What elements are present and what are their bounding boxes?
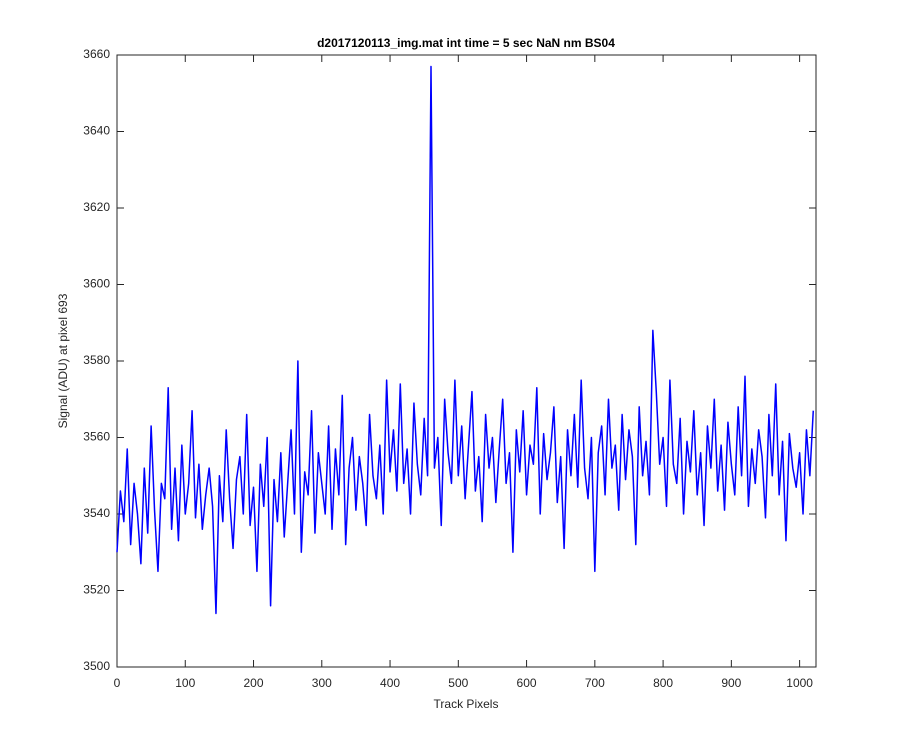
x-tick-label: 1000	[786, 676, 813, 690]
chart-title: d2017120113_img.mat int time = 5 sec NaN…	[317, 36, 615, 50]
y-tick-label: 3660	[83, 47, 110, 61]
y-tick-label: 3620	[83, 200, 110, 214]
y-tick-label: 3540	[83, 506, 110, 520]
y-tick-label: 3520	[83, 583, 110, 597]
data-line	[116, 65, 815, 615]
x-tick-label: 500	[448, 676, 468, 690]
x-tick-label: 400	[380, 676, 400, 690]
plot-area	[116, 54, 817, 668]
x-tick-label: 700	[585, 676, 605, 690]
x-tick-label: 300	[312, 676, 332, 690]
y-axis-label: Signal (ADU) at pixel 693	[56, 293, 70, 428]
y-tick-label: 3600	[83, 277, 110, 291]
x-tick-label: 600	[517, 676, 537, 690]
x-tick-label: 0	[114, 676, 121, 690]
x-tick-label: 100	[175, 676, 195, 690]
x-tick-label: 800	[653, 676, 673, 690]
x-tick-label: 200	[244, 676, 264, 690]
y-tick-label: 3500	[83, 659, 110, 673]
y-tick-label: 3580	[83, 353, 110, 367]
x-axis-label: Track Pixels	[434, 697, 499, 711]
x-tick-label: 900	[721, 676, 741, 690]
y-tick-label: 3560	[83, 430, 110, 444]
y-tick-label: 3640	[83, 124, 110, 138]
